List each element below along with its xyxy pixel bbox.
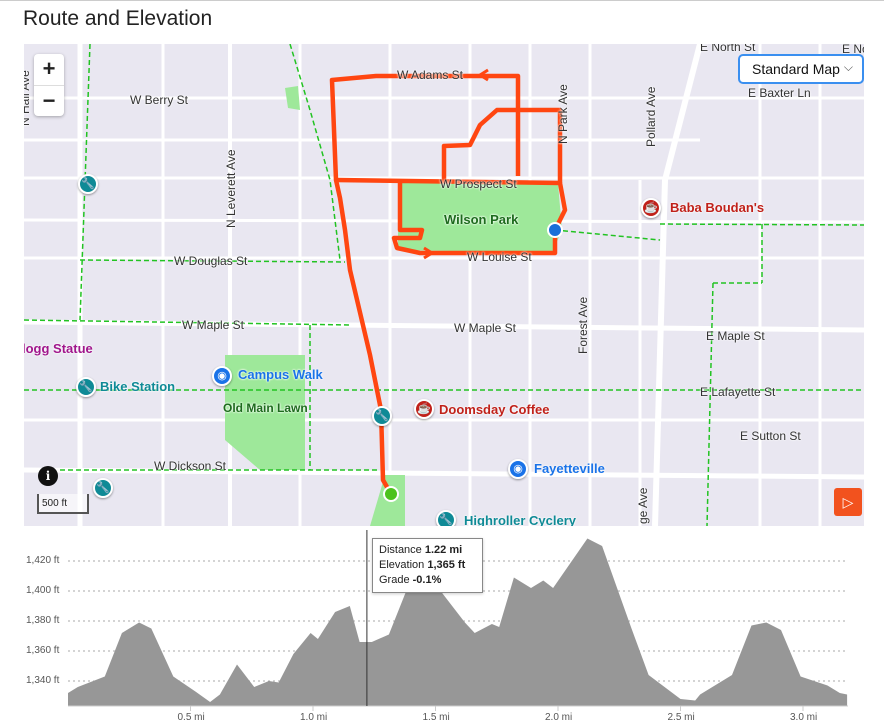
poi-label[interactable]: Fayetteville xyxy=(534,461,605,476)
tooltip-grade: -0.1% xyxy=(412,574,442,586)
street-label: N Leverett Ave xyxy=(224,149,238,229)
poi-label[interactable]: Highroller Cyclery xyxy=(464,513,576,526)
coffee-icon[interactable]: ☕ xyxy=(414,399,434,419)
map-canvas xyxy=(24,44,864,526)
zoom-out-button[interactable]: − xyxy=(34,85,64,116)
street-label: W Adams St xyxy=(397,68,464,82)
y-tick-label: 1,360 ft xyxy=(26,645,60,656)
y-tick-label: 1,380 ft xyxy=(26,615,60,626)
y-tick-label: 1,340 ft xyxy=(26,675,60,686)
chevron-down-icon: ⌵ xyxy=(843,60,853,74)
route-end-marker xyxy=(547,222,563,238)
tooltip-distance: 1.22 mi xyxy=(424,544,463,556)
x-tick-label: 0.5 mi xyxy=(177,712,205,723)
play-flyover-button[interactable]: ▷ xyxy=(834,488,862,516)
street-label: E Sutton St xyxy=(740,429,801,443)
street-label: N Park Ave xyxy=(556,84,570,144)
tooltip-elevation: 1,365 ft xyxy=(427,559,466,571)
street-label: N Hall Ave xyxy=(24,70,32,126)
x-tick-label: 2.0 mi xyxy=(545,712,573,723)
tooltip-elevation-label: Elevation xyxy=(379,559,425,571)
info-icon[interactable]: i xyxy=(38,466,58,486)
tooltip-grade-label: Grade xyxy=(379,574,410,586)
street-label: E North St xyxy=(700,44,756,54)
wrench-icon[interactable]: 🔧 xyxy=(78,174,98,194)
trails xyxy=(24,44,864,526)
coffee-icon[interactable]: ☕ xyxy=(641,198,661,218)
poi-label[interactable]: Bike Station xyxy=(100,379,176,394)
wrench-icon[interactable]: 🔧 xyxy=(372,406,392,426)
wrench-icon[interactable]: 🔧 xyxy=(93,478,113,498)
y-tick-label: 1,400 ft xyxy=(26,585,60,596)
elevation-chart[interactable] xyxy=(0,530,884,725)
street-label: W Dickson St xyxy=(154,459,227,473)
map-type-select[interactable]: Standard Map ⌵ xyxy=(738,54,864,84)
tooltip-distance-label: Distance xyxy=(379,544,422,556)
street-label: E Lafayette St xyxy=(700,385,776,399)
page-title: Route and Elevation xyxy=(23,7,213,30)
zoom-control: + − xyxy=(34,54,64,116)
x-tick-label: 1.5 mi xyxy=(422,712,450,723)
park-label: Old Main Lawn xyxy=(223,401,308,415)
street-label: W Prospect St xyxy=(440,177,517,191)
street-label: W Douglas St xyxy=(174,254,248,268)
streets xyxy=(24,44,864,526)
zoom-in-button[interactable]: + xyxy=(42,56,56,81)
poi-label[interactable]: logg Statue xyxy=(24,341,93,356)
x-tick-label: 2.5 mi xyxy=(667,712,695,723)
street-label: W Berry St xyxy=(130,93,189,107)
elevation-area xyxy=(68,538,848,706)
street-label: W Maple St xyxy=(182,318,245,332)
street-label: Forest Ave xyxy=(576,296,590,354)
street-label: E No xyxy=(842,44,864,56)
street-label: W Maple St xyxy=(454,321,517,335)
elevation-tooltip: Distance 1.22 mi Elevation 1,365 ft Grad… xyxy=(372,538,483,593)
route-start-marker xyxy=(383,486,399,502)
x-tick-label: 1.0 mi xyxy=(300,712,328,723)
poi-label[interactable]: Doomsday Coffee xyxy=(439,402,550,417)
play-icon: ▷ xyxy=(842,494,854,510)
x-tick-label: 3.0 mi xyxy=(790,712,818,723)
street-label: E Maple St xyxy=(706,329,765,343)
wrench-icon[interactable]: 🔧 xyxy=(76,377,96,397)
street-label: W Louise St xyxy=(467,250,532,264)
top-divider xyxy=(0,0,884,1)
map-scale: 500 ft xyxy=(37,494,89,514)
poi-label[interactable]: Baba Boudan's xyxy=(670,200,765,215)
park-label: Wilson Park xyxy=(444,212,519,227)
map-type-value: Standard Map xyxy=(752,61,840,77)
street-label: ge Ave xyxy=(636,487,650,524)
y-tick-label: 1,420 ft xyxy=(26,555,60,566)
camera-icon[interactable]: ◉ xyxy=(508,459,528,479)
route-map[interactable]: W Adams St W Berry St N Leverett Ave W D… xyxy=(24,44,864,526)
wrench-icon[interactable]: 🔧 xyxy=(436,510,456,526)
street-label: Pollard Ave xyxy=(644,86,658,148)
street-label: E Baxter Ln xyxy=(748,86,811,100)
poi-label[interactable]: Campus Walk xyxy=(238,367,323,382)
camera-icon[interactable]: ◉ xyxy=(212,366,232,386)
